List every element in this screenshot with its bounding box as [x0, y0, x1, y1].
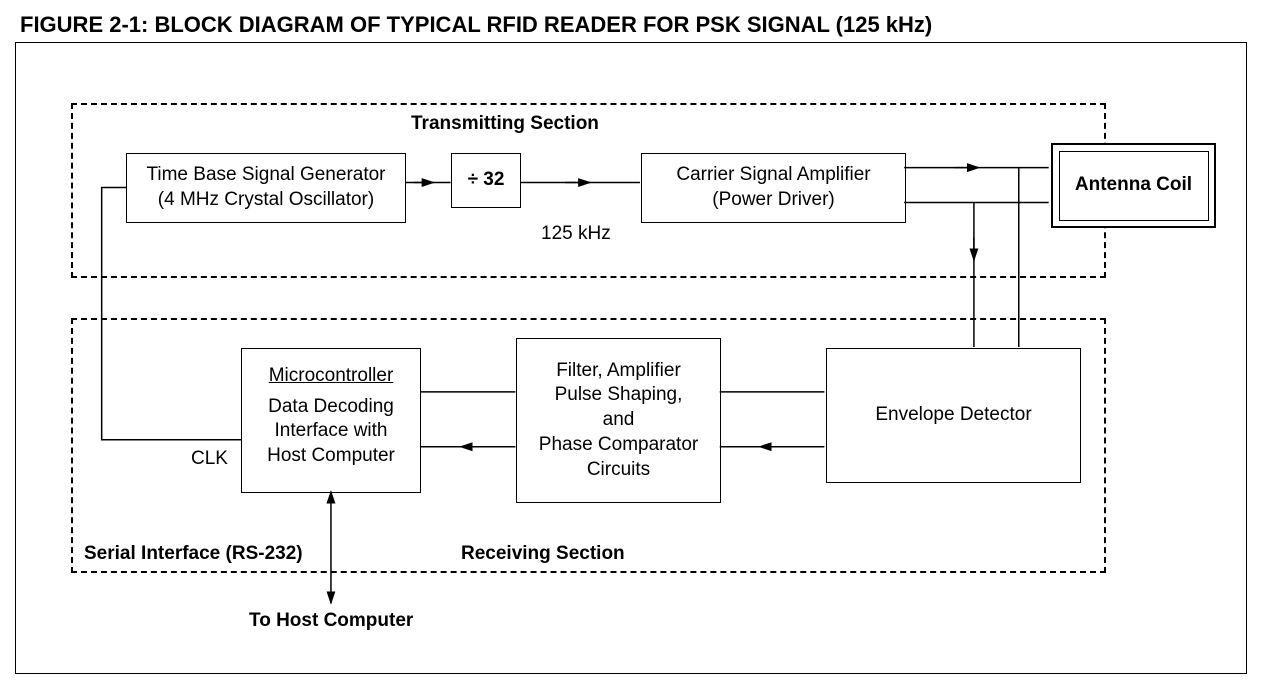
filter-line1: Filter, Amplifier — [556, 359, 681, 384]
envelope-line1: Envelope Detector — [875, 403, 1031, 428]
antenna-line1: Antenna Coil — [1075, 173, 1192, 198]
filter-line3: and — [603, 408, 635, 433]
block-carrier-amp: Carrier Signal Amplifier (Power Driver) — [641, 153, 906, 223]
filter-line5: Circuits — [587, 458, 650, 483]
carrier-line1: Carrier Signal Amplifier — [676, 163, 870, 188]
micro-title: Microcontroller — [269, 364, 394, 389]
micro-line1: Data Decoding — [268, 395, 394, 420]
carrier-line2: (Power Driver) — [712, 188, 834, 213]
filter-line4: Phase Comparator — [539, 433, 698, 458]
block-envelope: Envelope Detector — [826, 348, 1081, 483]
micro-line3: Host Computer — [267, 444, 395, 469]
block-antenna-outer: Antenna Coil — [1051, 143, 1216, 228]
block-timebase: Time Base Signal Generator (4 MHz Crysta… — [126, 153, 406, 223]
label-clk: CLK — [191, 448, 228, 470]
label-tohost: To Host Computer — [249, 610, 413, 632]
label-serial: Serial Interface (RS-232) — [84, 543, 303, 565]
micro-line2: Interface with — [275, 419, 388, 444]
label-125khz: 125 kHz — [541, 223, 611, 245]
figure-title: FIGURE 2-1: BLOCK DIAGRAM OF TYPICAL RFI… — [20, 12, 932, 38]
divider-line1: ÷ 32 — [468, 168, 505, 193]
block-microcontroller: Microcontroller Data Decoding Interface … — [241, 348, 421, 493]
transmitting-label: Transmitting Section — [411, 113, 599, 135]
timebase-line2: (4 MHz Crystal Oscillator) — [158, 188, 374, 213]
receiving-label: Receiving Section — [461, 543, 625, 565]
filter-line2: Pulse Shaping, — [555, 383, 683, 408]
timebase-line1: Time Base Signal Generator — [146, 163, 385, 188]
block-divider: ÷ 32 — [451, 153, 521, 208]
block-filter: Filter, Amplifier Pulse Shaping, and Pha… — [516, 338, 721, 503]
block-antenna: Antenna Coil — [1059, 151, 1209, 221]
outer-frame: Transmitting Section Receiving Section T… — [15, 42, 1247, 674]
